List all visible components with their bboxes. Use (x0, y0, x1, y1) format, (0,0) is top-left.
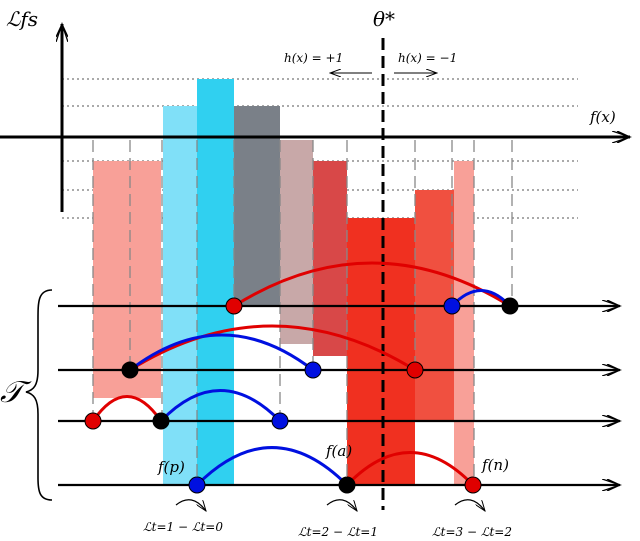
point-p (188, 476, 206, 494)
point-blue (443, 297, 461, 315)
loss-delta-3-label: ℒt=3 − ℒt=2 (432, 525, 512, 539)
point-black (501, 297, 519, 315)
bar-positive (163, 106, 197, 484)
negative-decision-label: h(x) = −1 (398, 51, 457, 65)
anchor-n-label: f(n) (481, 456, 509, 474)
x-axis-label: f(x) (589, 108, 616, 126)
bar-faded (280, 140, 313, 344)
main-axes (0, 24, 630, 212)
bar-negative-light (454, 161, 474, 484)
point-blue (304, 361, 322, 379)
arc-red (91, 395, 163, 422)
bar-negative-mid (313, 161, 347, 356)
positive-decision-label: h(x) = +1 (284, 51, 343, 65)
bar-positive-dark (197, 79, 234, 484)
arc-blue (159, 389, 282, 423)
projection-guides (92, 140, 513, 484)
anchor-p-label: f(p) (157, 458, 185, 476)
arc-blue (195, 446, 349, 487)
triplet-points (84, 297, 519, 494)
bar-gray (234, 106, 280, 307)
point-blue (271, 412, 289, 430)
arc-red (345, 451, 475, 487)
set-brace (25, 289, 53, 501)
y-axis-label: ℒfs (6, 7, 38, 31)
anchor-a-label: f(a) (325, 442, 352, 460)
point-red (84, 412, 102, 430)
threshold-label: θ* (373, 7, 395, 31)
point-red (406, 361, 424, 379)
point-n (464, 476, 482, 494)
arc-red (233, 261, 511, 308)
arc-blue (129, 333, 314, 372)
point-black (152, 412, 170, 430)
loss-delta-2-label: ℒt=2 − ℒt=1 (298, 525, 378, 539)
point-black (121, 361, 139, 379)
arc-red (129, 324, 416, 372)
point-red (225, 297, 243, 315)
step-arrows (175, 499, 485, 511)
loss-delta-1-label: ℒt=1 − ℒt=0 (143, 520, 223, 534)
point-a (338, 476, 356, 494)
